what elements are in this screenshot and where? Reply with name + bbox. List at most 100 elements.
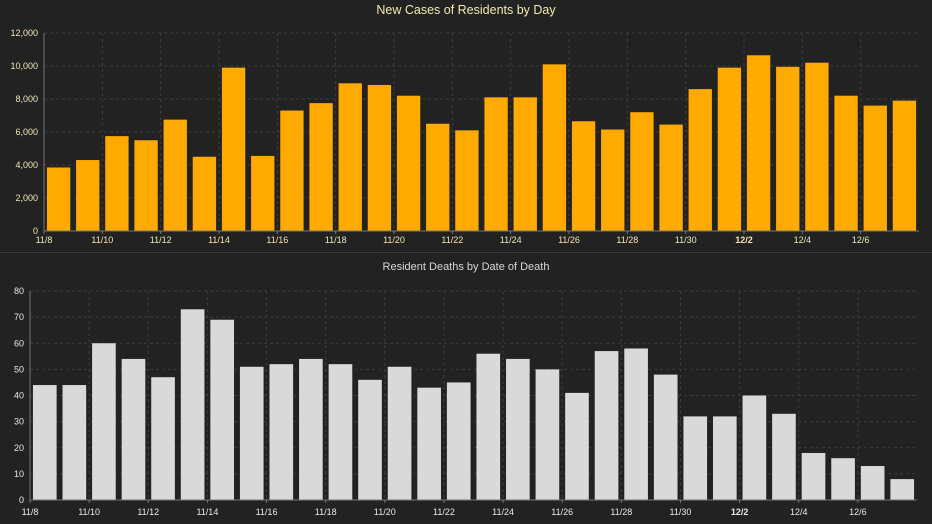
deaths-x-tick-label: 11/14 [196, 507, 218, 517]
cases-bar [659, 124, 683, 231]
deaths-bar [328, 364, 353, 500]
new-cases-bar-chart: 0 2,000 4,000 6,000 8,000 10,000 12,000 11/8 11/… [10, 28, 919, 245]
cases-bar [688, 89, 712, 231]
cases-bar [630, 112, 654, 231]
resident-deaths-bar-chart: 0 10 20 30 40 50 60 70 80 11/8 11/10 11/12 11/14 11/1… [14, 286, 917, 517]
deaths-bar [683, 416, 708, 500]
deaths-y-tick-label: 60 [14, 338, 24, 348]
deaths-bar [210, 319, 235, 500]
cases-x-tick-label: 11/28 [616, 235, 638, 245]
deaths-bar [624, 348, 648, 500]
deaths-y-tick-label: 50 [14, 364, 24, 374]
deaths-x-tick-label: 11/28 [610, 507, 632, 517]
cases-x-tick-label: 11/12 [150, 235, 172, 245]
deaths-x-tick-label: 11/8 [22, 507, 39, 517]
cases-x-tick-label: 12/4 [794, 235, 812, 245]
deaths-y-tick-label: 0 [19, 495, 24, 505]
cases-x-tick-label: 11/22 [441, 235, 463, 245]
cases-bar [601, 129, 625, 231]
deaths-y-tick-label: 20 [14, 443, 24, 453]
deaths-bar [269, 364, 294, 500]
cases-bar [805, 62, 829, 232]
deaths-x-tick-label: 11/24 [492, 507, 514, 517]
cases-bar [396, 95, 421, 231]
cases-bar [280, 110, 304, 231]
deaths-bar [62, 385, 87, 500]
deaths-x-tick-label: 11/16 [256, 507, 278, 517]
deaths-x-tick-label: 11/30 [670, 507, 692, 517]
deaths-bar [801, 452, 826, 500]
cases-bar [484, 97, 508, 231]
deaths-bar [239, 366, 264, 500]
new-cases-chart-panel: New Cases of Residents by Day 0 2,000 4,00… [0, 0, 932, 252]
cases-bar [455, 130, 479, 231]
new-cases-chart-title: New Cases of Residents by Day [376, 3, 556, 17]
deaths-x-tick-label: 11/22 [433, 507, 455, 517]
deaths-y-tick-label: 10 [14, 469, 24, 479]
deaths-bar [506, 358, 530, 500]
cases-y-tick-label: 8,000 [15, 94, 38, 104]
cases-bar [513, 97, 537, 231]
deaths-x-tick-label: 11/12 [137, 507, 159, 517]
deaths-bar [32, 385, 57, 500]
cases-x-tick-label: 11/20 [383, 235, 405, 245]
cases-bar [338, 83, 362, 231]
deaths-bar [387, 366, 412, 500]
deaths-bar [742, 395, 767, 500]
cases-bar [776, 66, 800, 231]
cases-bar [863, 105, 887, 231]
cases-bar [834, 95, 858, 231]
cases-y-tick-label: 10,000 [10, 61, 38, 71]
cases-x-tick-label: 11/16 [266, 235, 288, 245]
cases-bar [717, 67, 742, 232]
cases-x-tick-label: 11/30 [675, 235, 697, 245]
deaths-bar [417, 387, 441, 500]
cases-x-tick-label: 12/6 [852, 235, 870, 245]
deaths-bar [890, 479, 915, 500]
deaths-y-tick-label: 70 [14, 312, 24, 322]
cases-bar [105, 136, 129, 231]
resident-deaths-chart-title: Resident Deaths by Date of Death [382, 261, 550, 273]
deaths-bar [653, 374, 678, 500]
deaths-bar [151, 377, 175, 500]
deaths-x-tick-label: 12/2 [731, 507, 749, 517]
resident-deaths-chart-panel: Resident Deaths by Date of Death 0 10 20 30… [0, 254, 932, 524]
cases-y-tick-label: 2,000 [15, 193, 38, 203]
deaths-x-tick-label: 11/20 [374, 507, 396, 517]
deaths-bar [446, 382, 471, 500]
deaths-bar [358, 379, 382, 500]
deaths-y-tick-label: 80 [14, 286, 24, 296]
deaths-bar [535, 369, 560, 500]
chart-divider [0, 252, 932, 253]
deaths-bar [299, 358, 323, 500]
cases-x-tick-label: 11/24 [500, 235, 522, 245]
cases-x-tick-label: 12/2 [735, 235, 753, 245]
deaths-bar [92, 343, 116, 500]
cases-y-tick-label: 12,000 [10, 28, 38, 38]
deaths-bar [565, 392, 589, 500]
cases-y-tick-label: 6,000 [15, 127, 38, 137]
deaths-bar [121, 358, 146, 500]
cases-x-tick-label: 11/14 [208, 235, 230, 245]
cases-x-tick-label: 11/10 [91, 235, 113, 245]
deaths-x-tick-label: 11/26 [551, 507, 573, 517]
cases-bar [367, 84, 392, 231]
deaths-bar [476, 353, 501, 500]
deaths-bar [772, 413, 796, 500]
deaths-bar [831, 458, 855, 500]
deaths-bar [712, 416, 737, 500]
cases-y-tick-label: 0 [33, 226, 38, 236]
cases-bar [571, 121, 596, 231]
cases-bar [746, 55, 771, 232]
cases-x-tick-label: 11/18 [325, 235, 347, 245]
cases-bar [309, 103, 333, 231]
cases-x-tick-label: 11/8 [36, 235, 53, 245]
deaths-bar [180, 309, 205, 500]
cases-bar [163, 119, 187, 231]
deaths-y-tick-label: 40 [14, 391, 24, 401]
cases-x-tick-label: 11/26 [558, 235, 580, 245]
cases-bar [542, 64, 567, 231]
deaths-bar [860, 466, 885, 500]
cases-bar [251, 155, 275, 231]
